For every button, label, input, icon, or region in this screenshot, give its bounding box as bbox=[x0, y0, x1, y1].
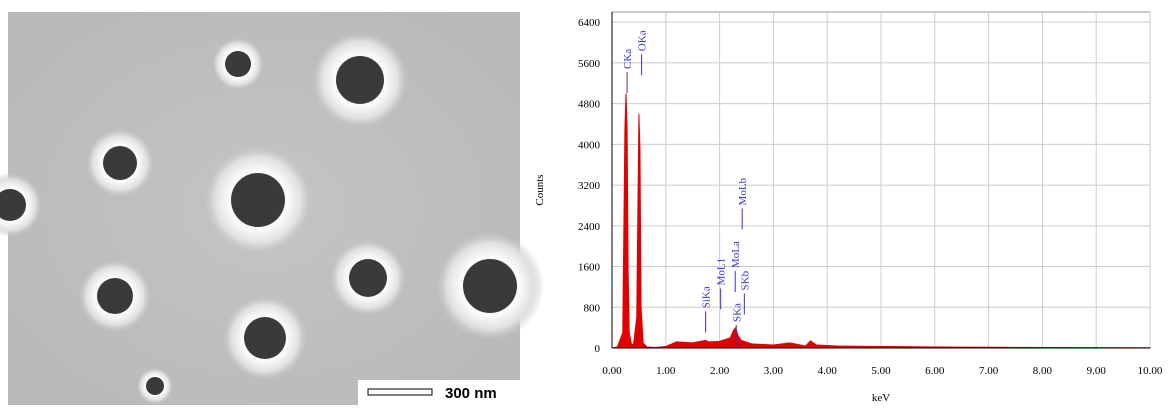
spectrum bbox=[611, 93, 1151, 349]
x-tick-label: 10.00 bbox=[1138, 365, 1163, 377]
y-tick-label: 3200 bbox=[578, 180, 601, 192]
x-tick-label: 5.00 bbox=[871, 365, 891, 377]
y-tick-label: 800 bbox=[584, 302, 601, 314]
sem-image: 300 nm bbox=[0, 12, 544, 405]
x-tick-label: 1.00 bbox=[656, 365, 676, 377]
x-tick-label: 6.00 bbox=[925, 365, 945, 377]
pore bbox=[231, 173, 285, 227]
x-axis-label: keV bbox=[872, 392, 890, 404]
x-tick-label: 4.00 bbox=[818, 365, 838, 377]
y-axis-label: Counts bbox=[534, 174, 546, 205]
peak-label: CKa bbox=[622, 49, 634, 69]
peak-label: OKa bbox=[637, 30, 649, 51]
y-tick-label: 4000 bbox=[578, 139, 601, 151]
x-tick-label: 8.00 bbox=[1033, 365, 1053, 377]
chart: Counts keV 0 800 1600 2400 3200 4000 4800 5600 6… bbox=[534, 11, 1163, 404]
y-tick-label: 0 bbox=[595, 343, 601, 355]
pore bbox=[0, 189, 26, 221]
scale-bar-label: 300 nm bbox=[445, 385, 497, 402]
x-tick-label: 9.00 bbox=[1087, 365, 1107, 377]
y-tick-label: 2400 bbox=[578, 221, 601, 233]
pore bbox=[97, 278, 133, 314]
pore bbox=[225, 51, 251, 77]
pore bbox=[146, 377, 164, 395]
peak-label: MoLb bbox=[737, 177, 749, 205]
x-tick-label: 2.00 bbox=[710, 365, 730, 377]
peak-label: SiKa bbox=[701, 286, 713, 308]
y-tick-label: 6400 bbox=[578, 17, 601, 29]
y-tick-label: 5600 bbox=[578, 58, 601, 70]
y-tick-label: 4800 bbox=[578, 99, 601, 111]
x-tick-label: 0.00 bbox=[602, 365, 622, 377]
pore bbox=[463, 259, 517, 313]
y-tick-label: 1600 bbox=[578, 262, 601, 274]
pore bbox=[336, 56, 384, 104]
peak-label: MoLa bbox=[730, 241, 742, 268]
peak-label: SKa bbox=[731, 303, 743, 322]
pore bbox=[244, 317, 286, 359]
x-tick-label: 3.00 bbox=[764, 365, 784, 377]
pore bbox=[349, 259, 387, 297]
pore bbox=[103, 146, 137, 180]
peak-label: MoL1 bbox=[716, 258, 728, 286]
peak-label: SKb bbox=[739, 270, 751, 290]
x-tick-label: 7.00 bbox=[979, 365, 999, 377]
